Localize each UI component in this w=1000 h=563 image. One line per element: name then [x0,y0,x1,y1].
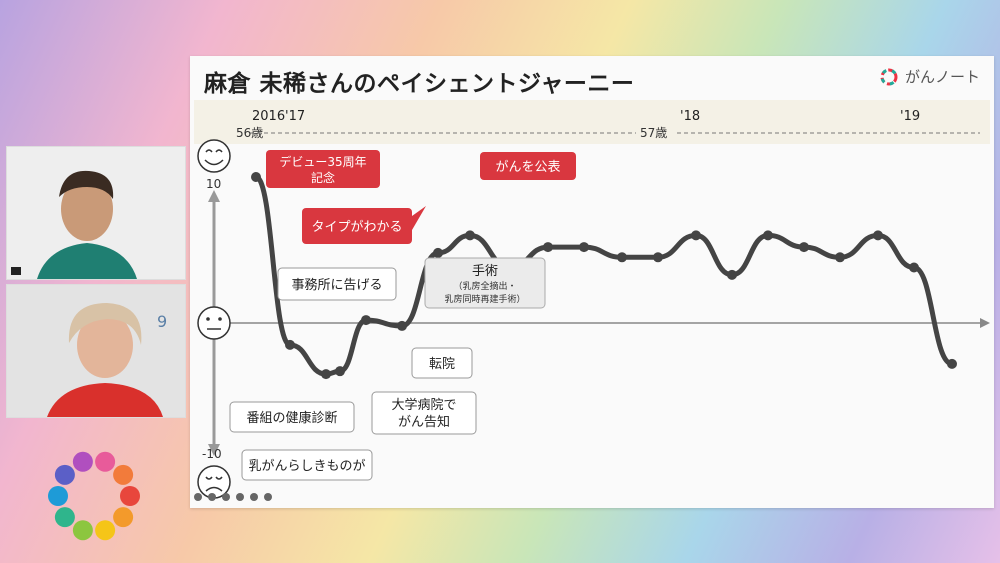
svg-text:転院: 転院 [429,357,455,372]
annotation-office: 事務所に告げる [277,267,397,301]
svg-text:がんを公表: がんを公表 [495,160,560,175]
annotation-checkup: 番組の健康診断 [229,401,355,433]
brand-ring-icon [880,68,898,85]
svg-text:事務所に告げる: 事務所に告げる [291,278,382,293]
control-icon-4[interactable] [236,493,244,501]
presentation-slide: 麻倉 未稀さんのペイシェントジャーニー がんノート 2016 '17 '18 '… [190,56,994,508]
participant-video-2: 9 [6,284,186,418]
logo-dot-6 [54,464,75,485]
y-max-label: 10 [206,177,221,191]
journey-point-2 [321,369,331,380]
control-icon-1[interactable] [194,493,202,501]
logo-dot-3 [72,520,93,541]
journey-point-14 [727,269,737,280]
svg-text:タイプがわかる: タイプがわかる [311,220,402,235]
journey-point-10 [579,242,589,253]
age-label-57: 57歳 [640,126,667,140]
svg-text:がん告知: がん告知 [398,414,450,430]
slide-title: 麻倉 未稀さんのペイシェントジャーニー [204,71,635,97]
logo-dot-7 [72,451,93,472]
journey-point-6 [433,247,443,258]
annotation-announce: がんを公表 [480,152,576,180]
slide-controls[interactable] [194,493,272,501]
logo-dot-5 [48,486,68,506]
logo-dot-0 [120,486,140,506]
svg-text:大学病院で: 大学病院で [391,397,456,413]
year-label-18: '18 [680,109,700,124]
year-label-2016: 2016 [252,109,285,124]
annotation-transfer: 転院 [411,347,473,379]
logo-dot-9 [113,464,134,485]
journey-point-4 [361,315,371,326]
y-min-label: -10 [202,447,222,461]
svg-text:9: 9 [157,312,167,331]
svg-text:番組の健康診断: 番組の健康診断 [246,410,337,426]
svg-text:記念: 記念 [311,170,335,185]
control-icon-6[interactable] [264,493,272,501]
journey-point-9 [543,242,553,253]
journey-point-5 [397,320,407,331]
svg-text:乳がんらしきものが: 乳がんらしきものが [248,459,365,474]
happy-face-icon [197,139,231,173]
annotation-debut: デビュー35周年 記念 [266,150,380,188]
svg-text:手術: 手術 [472,264,498,279]
annotation-lump: 乳がんらしきものが [241,449,373,481]
journey-point-15 [763,230,773,241]
svg-text:（乳房全摘出・: （乳房全摘出・ [453,280,516,292]
journey-point-0 [251,172,261,182]
participant-1-avatar [7,147,185,279]
journey-point-1 [285,339,295,350]
logo-dot-2 [95,520,116,541]
brand-name: がんノート [904,68,980,86]
journey-point-16 [799,242,809,253]
annotation-surgery: 手術 （乳房全摘出・ 乳房同時再建手術） [424,257,546,309]
brand-logo: がんノート [879,66,980,87]
svg-text:乳房同時再建手術）: 乳房同時再建手術） [444,293,525,305]
annotation-type: タイプがわかる [302,206,426,244]
control-icon-5[interactable] [250,493,258,501]
journey-point-19 [909,262,919,273]
logo-dot-4 [54,507,75,528]
journey-point-3 [335,366,345,377]
journey-point-18 [873,230,883,241]
year-label-19: '19 [900,109,920,124]
journey-chart: 2016 '17 '18 '19 56歳 57歳 10 -10 [194,100,990,499]
participant-video-1 [6,146,186,280]
neutral-face-icon [197,306,231,340]
participant-2-avatar: 9 [7,285,185,417]
svg-text:デビュー35周年: デビュー35周年 [279,154,366,169]
logo-dot-1 [113,507,134,528]
journey-point-20 [947,358,957,369]
control-icon-3[interactable] [222,493,230,501]
journey-point-11 [617,252,627,263]
annotation-diagnosis: 大学病院で がん告知 [371,391,477,435]
logo-dot-8 [95,451,116,472]
journey-point-12 [653,252,663,263]
control-icon-2[interactable] [208,493,216,501]
year-label-17: '17 [285,109,305,124]
age-label-56: 56歳 [236,126,263,140]
timeline-band [194,100,990,144]
journey-point-7 [465,230,475,241]
gannote-logo [48,451,140,541]
journey-point-17 [835,252,845,263]
journey-point-13 [691,230,701,241]
